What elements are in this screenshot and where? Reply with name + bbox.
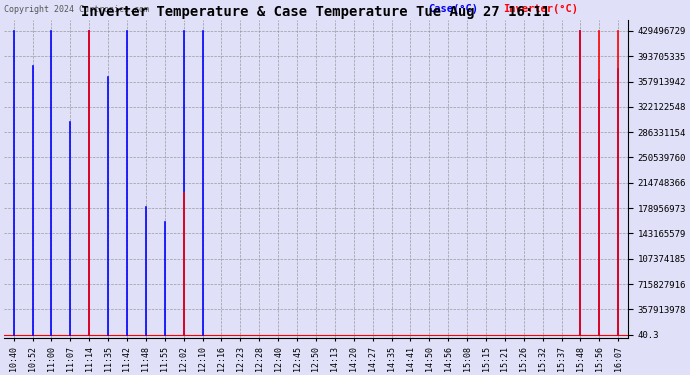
Text: Copyright 2024 Curtronics.com: Copyright 2024 Curtronics.com [4, 4, 149, 13]
Text: Case(°C): Case(°C) [428, 4, 478, 13]
Text: Inverter(°C): Inverter(°C) [503, 4, 578, 13]
Title: Inverter Temperature & Case Temperature Tue Aug 27 16:11: Inverter Temperature & Case Temperature … [81, 5, 551, 19]
